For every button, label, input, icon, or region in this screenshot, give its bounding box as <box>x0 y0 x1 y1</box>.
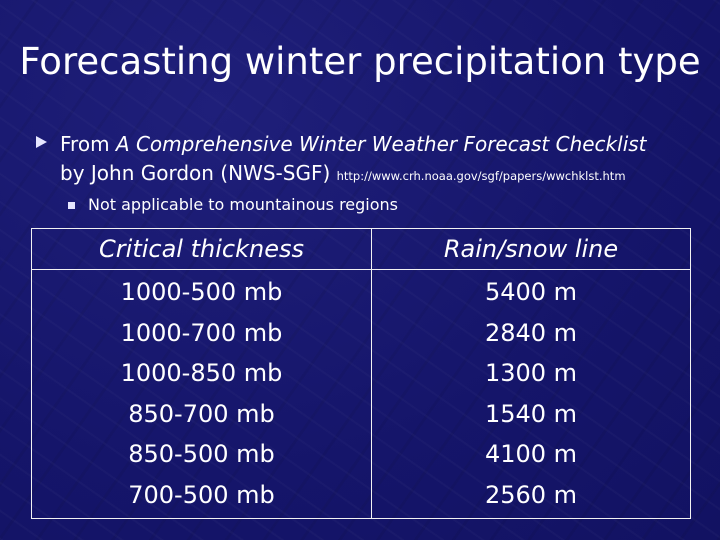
thickness-cell: 1000-850 mb <box>120 359 283 388</box>
source-bullet-text: From A Comprehensive Winter Weather Fore… <box>60 130 720 191</box>
thickness-cell: 700-500 mb <box>128 480 275 509</box>
rain-snow-line-column: 5400 m 2840 m 1300 m 1540 m 4100 m 2560 … <box>371 269 691 519</box>
table-header-row: Critical thickness Rain/snow line <box>31 228 691 270</box>
rain-snow-cell: 1300 m <box>484 359 578 388</box>
source-title: A Comprehensive Winter Weather Forecast … <box>115 132 647 156</box>
note-text: Not applicable to mountainous regions <box>88 195 399 214</box>
source-prefix: From <box>60 132 116 156</box>
header-critical-thickness: Critical thickness <box>31 228 372 270</box>
thickness-cell: 1000-700 mb <box>120 318 283 347</box>
thickness-column: 1000-500 mb 1000-700 mb 1000-850 mb 850-… <box>31 269 372 519</box>
slide-title: Forecasting winter precipitation type <box>19 40 701 83</box>
square-bullet-icon <box>68 202 75 209</box>
rain-snow-cell: 5400 m <box>484 278 578 306</box>
thickness-table: Critical thickness Rain/snow line 1000-5… <box>31 228 691 519</box>
table-body-row: 1000-500 mb 1000-700 mb 1000-850 mb 850-… <box>31 269 691 519</box>
rain-snow-cell: 4100 m <box>484 440 578 469</box>
rain-snow-cell: 2560 m <box>484 480 578 509</box>
arrow-bullet-icon <box>36 136 47 148</box>
thickness-cell: 850-500 mb <box>128 440 275 469</box>
source-author: by John Gordon (NWS-SGF) <box>60 161 337 185</box>
source-url: http://www.crh.noaa.gov/sgf/papers/wwchk… <box>336 169 626 183</box>
header-rain-snow-line: Rain/snow line <box>371 228 691 270</box>
rain-snow-cell: 1540 m <box>484 399 578 428</box>
thickness-cell: 1000-500 mb <box>120 278 283 306</box>
thickness-cell: 850-700 mb <box>128 399 275 428</box>
rain-snow-cell: 2840 m <box>484 318 578 347</box>
